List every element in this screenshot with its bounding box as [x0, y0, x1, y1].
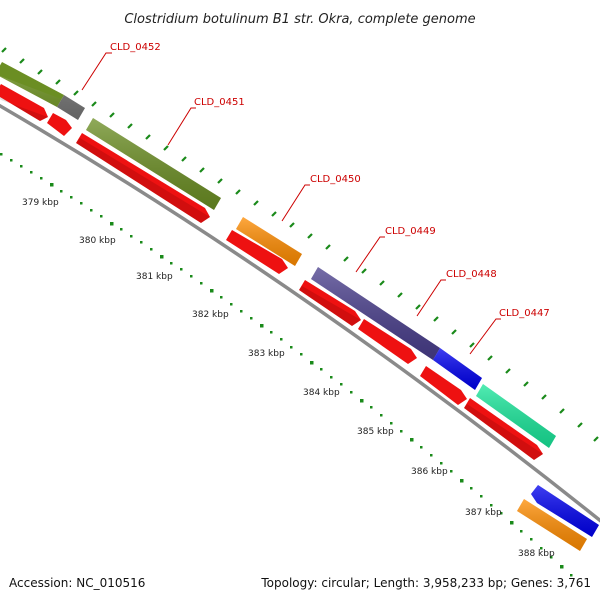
- tick-label-382: 382 kbp: [192, 310, 229, 320]
- tick-label-384: 384 kbp: [303, 388, 340, 398]
- gene-cld-0448[interactable]: [433, 348, 482, 390]
- cds-2[interactable]: [47, 113, 72, 136]
- tick-label-385: 385 kbp: [357, 427, 394, 437]
- cds-1[interactable]: [0, 84, 48, 121]
- gene-cld-0450[interactable]: [236, 217, 302, 266]
- cds-4[interactable]: [226, 230, 288, 274]
- gene-label-cld-0449: CLD_0449: [385, 226, 436, 237]
- map-title: Clostridium botulinum B1 str. Okra, comp…: [124, 12, 475, 27]
- gene-label-cld-0452: CLD_0452: [110, 42, 161, 53]
- accession-label: Accession: NC_010516: [9, 576, 145, 590]
- cds-row: [0, 84, 543, 460]
- gene-cld-0452[interactable]: [0, 62, 85, 120]
- tick-label-388: 388 kbp: [518, 549, 555, 559]
- tick-label-383: 383 kbp: [248, 349, 285, 359]
- cds-3[interactable]: [76, 133, 210, 223]
- cds-6[interactable]: [358, 319, 417, 364]
- cds-7[interactable]: [420, 366, 467, 405]
- cds-5[interactable]: [299, 280, 361, 326]
- gene-label-cld-0447: CLD_0447: [499, 308, 550, 319]
- inner-tick-row: [0, 153, 573, 577]
- genome-backbone: [0, 103, 600, 523]
- gene-lower-blue[interactable]: [531, 485, 599, 537]
- tick-label-381: 381 kbp: [136, 272, 173, 282]
- cds-8[interactable]: [464, 398, 543, 460]
- gene-labels: CLD_0452 CLD_0451 CLD_0450 CLD_0449 CLD_…: [110, 42, 550, 319]
- kbp-tick-labels: 379 kbp 380 kbp 381 kbp 382 kbp 383 kbp …: [22, 198, 555, 559]
- gene-label-cld-0448: CLD_0448: [446, 269, 497, 280]
- gene-cld-0451[interactable]: [86, 118, 221, 210]
- gene-lower-orange[interactable]: [517, 499, 587, 551]
- label-leaders: [81, 52, 501, 355]
- outer-tick-row: [1, 47, 599, 442]
- forward-strand-genes: [0, 62, 599, 551]
- cds-shading: [0, 97, 543, 460]
- genome-summary: Topology: circular; Length: 3,958,233 bp…: [260, 576, 591, 590]
- gene-cld-0449[interactable]: [311, 267, 440, 360]
- gene-label-cld-0451: CLD_0451: [194, 97, 245, 108]
- tick-label-387: 387 kbp: [465, 508, 502, 518]
- tick-label-386: 386 kbp: [411, 467, 448, 477]
- gene-label-cld-0450: CLD_0450: [310, 174, 361, 185]
- tick-label-379: 379 kbp: [22, 198, 59, 208]
- gene-cld-0447[interactable]: [476, 384, 556, 448]
- tick-label-380: 380 kbp: [79, 236, 116, 246]
